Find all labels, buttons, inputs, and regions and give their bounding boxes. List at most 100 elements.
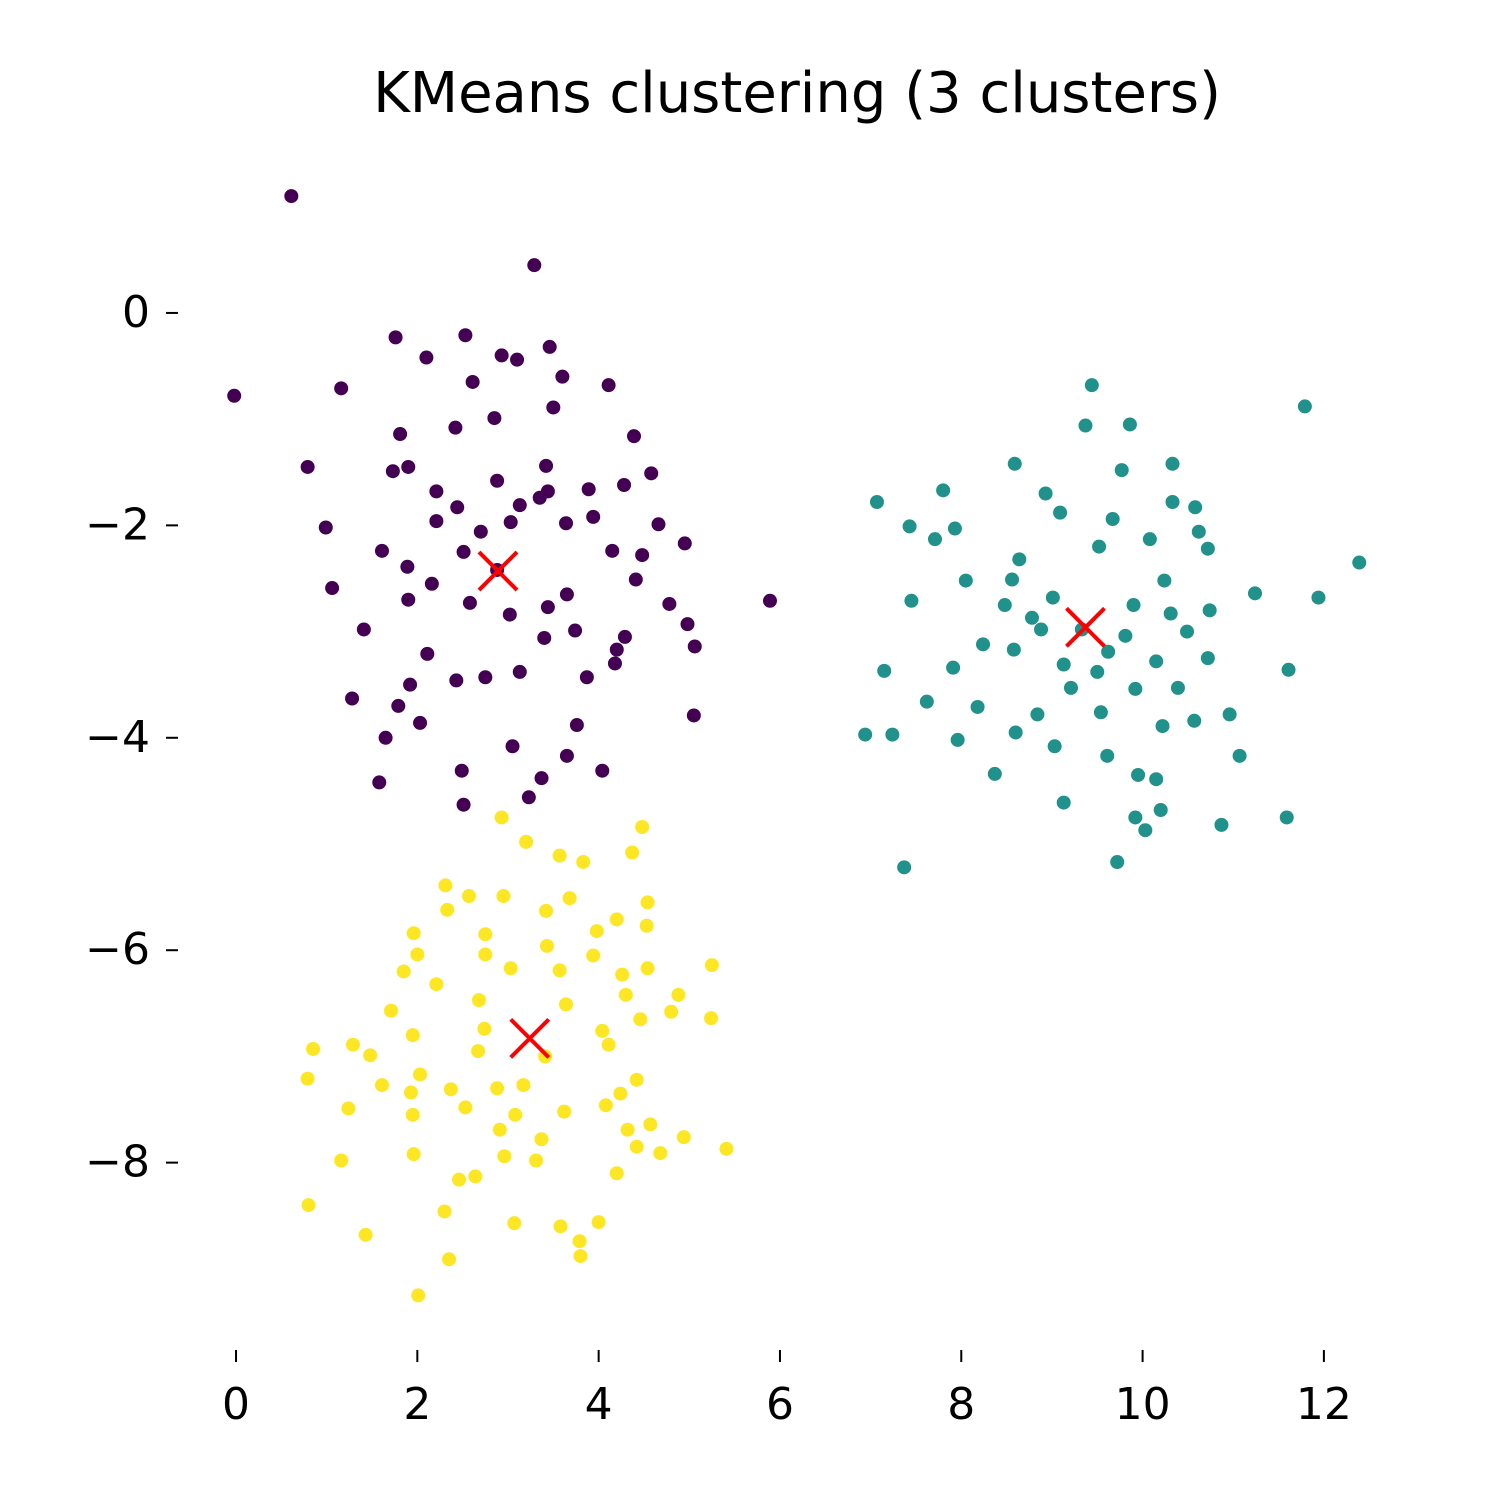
scatter-point [384, 1003, 399, 1018]
scatter-point [559, 997, 574, 1012]
chart-title: KMeans clustering (3 clusters) [373, 61, 1221, 126]
scatter-point [1045, 590, 1060, 605]
scatter-point [1163, 606, 1178, 621]
scatter-point [762, 593, 777, 608]
scatter-point [443, 1082, 458, 1097]
scatter-point [456, 797, 471, 812]
scatter-point [334, 1153, 349, 1168]
scatter-point [1155, 719, 1170, 734]
scatter-point [1180, 624, 1195, 639]
scatter-point [502, 607, 517, 622]
scatter-point [970, 699, 985, 714]
scatter-point [1149, 654, 1164, 669]
scatter-point [552, 963, 567, 978]
scatter-point [497, 1149, 512, 1164]
scatter-point [595, 1023, 610, 1038]
scatter-point [318, 520, 333, 535]
scatter-point [403, 677, 418, 692]
scatter-point [420, 646, 435, 661]
scatter-point [1200, 541, 1215, 556]
scatter-point [1248, 586, 1263, 601]
scatter-point [639, 918, 654, 933]
scatter-point [1311, 590, 1326, 605]
scatter-point [492, 1122, 507, 1137]
scatter-point [629, 1139, 644, 1154]
scatter-point [510, 352, 525, 367]
scatter-point [625, 845, 640, 860]
scatter-point [885, 727, 900, 742]
scatter-point [1030, 707, 1045, 722]
y-tick-label: −6 [85, 924, 150, 975]
scatter-point [1281, 662, 1296, 677]
scatter-point [405, 1107, 420, 1122]
scatter-point [1008, 725, 1023, 740]
scatter-point [1053, 505, 1068, 520]
scatter-point [284, 189, 299, 204]
scatter-point [568, 623, 583, 638]
scatter-point [579, 670, 594, 685]
scatter-point [950, 732, 965, 747]
scatter-point [442, 1252, 457, 1267]
scatter-point [429, 484, 444, 499]
scatter-point [1105, 511, 1120, 526]
scatter-point [1170, 680, 1185, 695]
scatter-point [401, 459, 416, 474]
scatter-point [581, 482, 596, 497]
scatter-point [552, 848, 567, 863]
scatter-point [1047, 739, 1062, 754]
scatter-point [615, 967, 630, 982]
scatter-point [494, 810, 509, 825]
scatter-point [396, 964, 411, 979]
scatter-point [1138, 823, 1153, 838]
y-tick-label: −4 [85, 712, 150, 763]
scatter-point [1093, 705, 1108, 720]
scatter-point [465, 374, 480, 389]
scatter-point [555, 369, 570, 384]
scatter-point [1131, 767, 1146, 782]
scatter-point [936, 483, 951, 498]
scatter-point [405, 1028, 420, 1043]
scatter-point [589, 924, 604, 939]
x-tick-label: 6 [766, 1379, 794, 1430]
centroid-marker [477, 550, 519, 592]
scatter-point [617, 478, 632, 493]
scatter-point [1038, 486, 1053, 501]
scatter-point [607, 656, 622, 671]
scatter-point [429, 514, 444, 529]
scatter-point [1092, 539, 1107, 554]
scatter-point [388, 330, 403, 345]
scatter-point [704, 1011, 719, 1026]
x-tick-label: 0 [222, 1379, 250, 1430]
scatter-point [1110, 855, 1125, 870]
scatter-point [987, 766, 1002, 781]
scatter-point [676, 1130, 691, 1145]
scatter-point [508, 1107, 523, 1122]
scatter-point [452, 1172, 467, 1187]
scatter-point [601, 378, 616, 393]
scatter-point [537, 630, 552, 645]
centroid-marker [509, 1017, 551, 1059]
x-tick-label: 10 [1115, 1379, 1171, 1430]
scatter-point [897, 860, 912, 875]
scatter-point [539, 938, 554, 953]
x-tick-label: 8 [947, 1379, 975, 1430]
y-tick-label: 0 [122, 287, 150, 338]
scatter-point [1153, 803, 1168, 818]
scatter-point [462, 889, 477, 904]
scatter-point [334, 381, 349, 396]
scatter-point [1165, 456, 1180, 471]
scatter-point [947, 521, 962, 536]
scatter-point [505, 739, 520, 754]
scatter-point [424, 576, 439, 591]
scatter-point [1214, 817, 1229, 832]
scatter-point [540, 484, 555, 499]
scatter-point [1005, 572, 1020, 587]
scatter-point [301, 1198, 316, 1213]
scatter-point [478, 927, 493, 942]
scatter-point [527, 258, 542, 273]
scatter-point [628, 572, 643, 587]
scatter-point [1232, 748, 1247, 763]
scatter-point [487, 411, 502, 426]
scatter-point [997, 598, 1012, 613]
scatter-point [1012, 552, 1027, 567]
